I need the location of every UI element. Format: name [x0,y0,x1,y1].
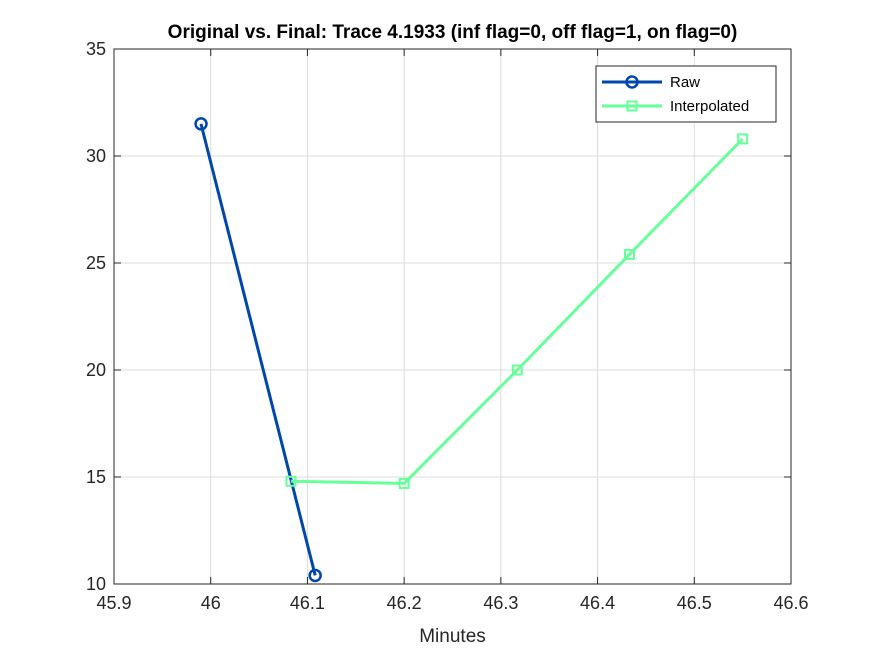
x-tick-label: 45.9 [96,593,131,613]
y-tick-label: 35 [86,39,106,59]
data-point-interpolated [285,475,297,487]
axis-ticks: 45.9 46 46.1 46.2 46.3 46.4 46.5 46.6 10 15 20 25 30… [86,39,809,613]
y-tick-label: 15 [86,467,106,487]
x-tick-label: 46.4 [580,593,615,613]
legend-marker-raw [625,75,639,89]
series-line-raw [199,123,317,576]
x-tick-label: 46.2 [387,593,422,613]
x-tick-label: 46.6 [773,593,808,613]
legend-label-interpolated: Interpolated [670,98,749,115]
series-line-interpolated [290,137,744,485]
x-tick-label: 46.5 [677,593,712,613]
data-point-interpolated [737,133,749,145]
plot-area [113,48,792,585]
y-tick-label: 10 [86,574,106,594]
x-axis-label: Minutes [419,626,486,647]
data-point-interpolated [398,477,410,489]
series-raw [194,117,322,583]
chart-title: Original vs. Final: Trace 4.1933 (inf fl… [168,22,738,43]
y-tick-label: 25 [86,253,106,273]
legend: Raw Interpolated [595,65,777,123]
data-point-interpolated [511,364,523,376]
series-interpolated [285,133,749,489]
data-point-interpolated [623,248,635,260]
y-tick-label: 20 [86,360,106,380]
legend-label-raw: Raw [670,74,700,91]
series-layer [194,117,749,583]
data-point-raw [308,568,322,583]
x-tick-label: 46.3 [483,593,518,613]
x-tick-label: 46 [201,593,221,613]
legend-marker-interpolated [626,100,638,112]
y-tick-label: 30 [86,146,106,166]
legend-box [595,65,777,123]
data-point-raw [194,117,208,131]
x-tick-label: 46.1 [290,593,325,613]
